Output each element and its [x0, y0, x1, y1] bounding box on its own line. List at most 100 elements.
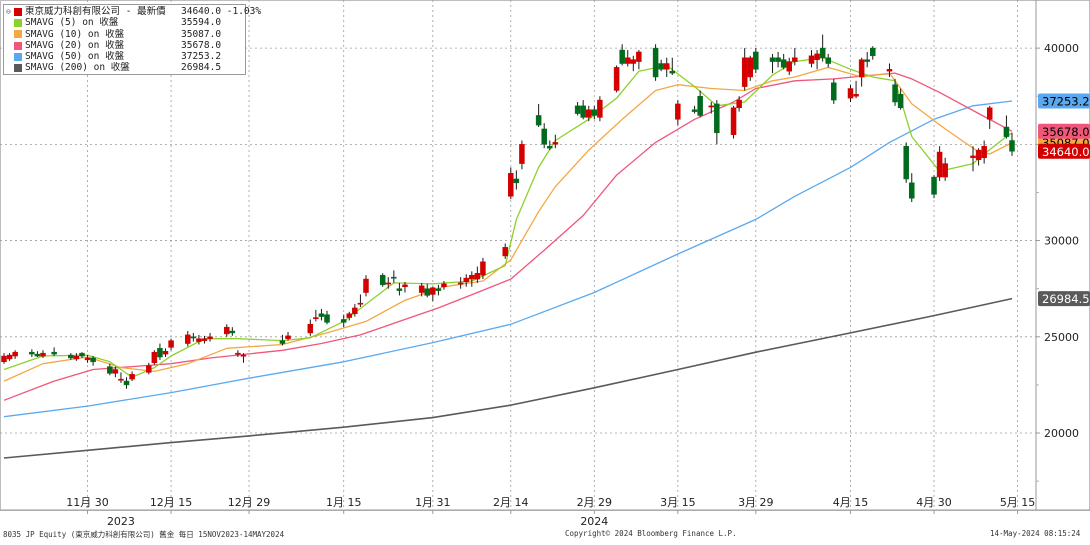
candle-body[interactable] [201, 338, 208, 341]
candle-body[interactable] [480, 261, 486, 276]
candle-body[interactable] [457, 282, 464, 285]
candle-body[interactable] [613, 67, 620, 91]
candle-body[interactable] [391, 276, 397, 279]
candle-body[interactable] [775, 57, 781, 62]
candle-body[interactable] [658, 63, 664, 70]
candle-body[interactable] [73, 355, 80, 360]
candle-body[interactable] [986, 107, 993, 120]
candle-body[interactable] [313, 317, 319, 319]
candle-body[interactable] [508, 172, 514, 197]
legend-item[interactable]: SMAVG (20) on 收盤 35678.0 [6, 40, 243, 51]
candle-body[interactable] [29, 351, 35, 355]
candle-body[interactable] [68, 354, 74, 359]
candle-body[interactable] [792, 57, 798, 62]
candle-body[interactable] [636, 51, 642, 62]
candle-body[interactable] [340, 319, 347, 323]
candle-body[interactable] [196, 338, 202, 342]
candle-body[interactable] [430, 287, 436, 295]
candle-body[interactable] [786, 61, 792, 72]
legend-item[interactable]: SMAVG (200) on 收盤 26984.5 [6, 62, 243, 73]
candle-body[interactable] [535, 115, 542, 126]
candle-body[interactable] [853, 94, 859, 97]
legend-item[interactable]: SMAVG (10) on 收盤 35087.0 [6, 29, 243, 40]
candle-body[interactable] [580, 105, 586, 118]
candle-body[interactable] [146, 365, 152, 373]
candle-body[interactable] [591, 109, 598, 116]
candle-body[interactable] [741, 57, 748, 87]
candle-body[interactable] [675, 103, 681, 120]
candle-body[interactable] [513, 178, 520, 184]
candle-body[interactable] [597, 99, 603, 118]
candle-body[interactable] [6, 354, 13, 360]
candle-body[interactable] [669, 70, 676, 74]
candle-body[interactable] [363, 278, 369, 293]
candle-body[interactable] [714, 103, 720, 134]
candle-body[interactable] [424, 288, 430, 296]
candle-body[interactable] [747, 57, 754, 78]
candle-body[interactable] [129, 374, 135, 380]
candle-body[interactable] [870, 47, 876, 57]
candle-body[interactable] [847, 88, 854, 99]
candle-body[interactable] [909, 182, 915, 199]
candle-body[interactable] [190, 336, 197, 339]
candle-body[interactable] [663, 63, 670, 70]
legend[interactable]: ⊖ 東京威力科創有限公司 - 最新價 34640.0 -1.03% SMAVG (5)… [3, 4, 261, 75]
candle-body[interactable] [541, 128, 547, 145]
candle-body[interactable] [814, 53, 820, 60]
candle-body[interactable] [12, 351, 18, 357]
candle-body[interactable] [324, 314, 330, 323]
candle-body[interactable] [240, 354, 247, 357]
candle-body[interactable] [1009, 140, 1015, 152]
candle-body[interactable] [552, 142, 559, 145]
candle-body[interactable] [107, 366, 113, 374]
series-line[interactable] [3, 297, 1013, 459]
candle-body[interactable] [708, 105, 715, 108]
candle-body[interactable] [753, 51, 759, 70]
candle-body[interactable] [981, 146, 987, 159]
candle-body[interactable] [825, 57, 831, 64]
legend-item[interactable]: SMAVG (5) on 收盤 35594.0 [6, 17, 243, 28]
candle-body[interactable] [1, 355, 7, 363]
candle-body[interactable] [151, 351, 158, 364]
candle-body[interactable] [123, 380, 130, 386]
series-line[interactable] [3, 66, 1013, 382]
candle-body[interactable] [474, 273, 481, 280]
candle-body[interactable] [168, 340, 174, 348]
series-line[interactable] [3, 100, 1013, 418]
candle-body[interactable] [897, 94, 904, 109]
candle-body[interactable] [652, 47, 659, 78]
candle-body[interactable] [112, 369, 119, 374]
candle-body[interactable] [574, 105, 581, 114]
candle-body[interactable] [84, 357, 91, 361]
candle-body[interactable] [418, 285, 425, 293]
candle-body[interactable] [118, 378, 124, 381]
candle-body[interactable] [51, 351, 57, 355]
candle-body[interactable] [235, 352, 241, 355]
candle-body[interactable] [1003, 126, 1010, 137]
candle-body[interactable] [279, 340, 286, 344]
candle-body[interactable] [619, 49, 625, 64]
candle-body[interactable] [435, 288, 442, 291]
candle-body[interactable] [90, 357, 96, 363]
candle-body[interactable] [936, 151, 943, 178]
candle-body[interactable] [624, 57, 631, 64]
candle-body[interactable] [547, 146, 553, 149]
candle-body[interactable] [34, 353, 41, 357]
candle-body[interactable] [975, 149, 982, 160]
candle-body[interactable] [586, 109, 592, 118]
candle-body[interactable] [229, 330, 236, 334]
candle-body[interactable] [502, 247, 508, 257]
candle-body[interactable] [441, 283, 447, 288]
candle-body[interactable] [469, 274, 475, 280]
candle-body[interactable] [892, 84, 898, 103]
candle-body[interactable] [970, 155, 976, 159]
candle-body[interactable] [858, 59, 865, 78]
candle-body[interactable] [285, 335, 291, 339]
candle-body[interactable] [780, 59, 787, 68]
candle-body[interactable] [808, 55, 815, 64]
candle-body[interactable] [357, 302, 364, 305]
candle-body[interactable] [736, 99, 742, 109]
candle-body[interactable] [697, 95, 703, 116]
candle-body[interactable] [307, 324, 314, 334]
